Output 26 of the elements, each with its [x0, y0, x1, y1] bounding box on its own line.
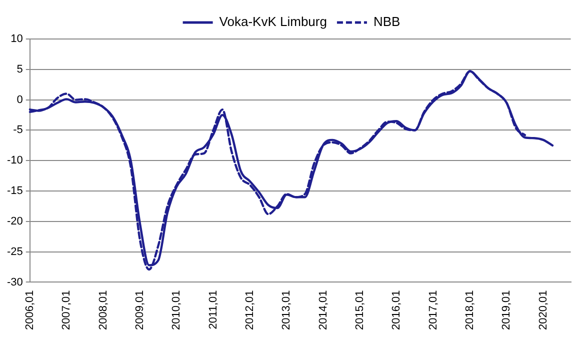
y-tick-label: -10 [6, 154, 23, 167]
x-tick-label: 2014,01 [317, 290, 330, 330]
x-tick-label: 2008,01 [97, 290, 110, 330]
x-tick-label: 2011,01 [207, 290, 220, 330]
x-tick-label: 2016,01 [390, 290, 403, 330]
legend-label: NBB [373, 14, 400, 30]
y-tick-label: 5 [16, 63, 23, 76]
x-tick-label: 2009,01 [134, 290, 146, 330]
x-tick-label: 2007,01 [60, 290, 73, 330]
x-tick-label: 2010,01 [170, 290, 183, 330]
x-tick-label: 2006,01 [24, 290, 36, 330]
x-tick-label: 2015,01 [354, 290, 366, 330]
y-tick-label: -30 [6, 276, 23, 288]
y-tick-label: 10 [10, 33, 23, 46]
y-tick-label: -5 [13, 124, 23, 136]
x-tick-label: 2012,01 [244, 290, 256, 330]
y-tick-label: -25 [6, 246, 23, 258]
y-tick-label: -20 [6, 215, 23, 228]
y-tick-label: -15 [6, 185, 23, 198]
legend-label: Voka-KvK Limburg [219, 14, 327, 30]
x-tick-label: 2018,01 [464, 290, 476, 330]
x-tick-label: 2017,01 [427, 290, 440, 330]
x-tick-label: 2013,01 [280, 290, 293, 330]
x-tick-label: 2019,01 [500, 290, 513, 330]
x-tick-label: 2020,01 [537, 290, 550, 330]
y-tick-label: 0 [16, 94, 23, 106]
